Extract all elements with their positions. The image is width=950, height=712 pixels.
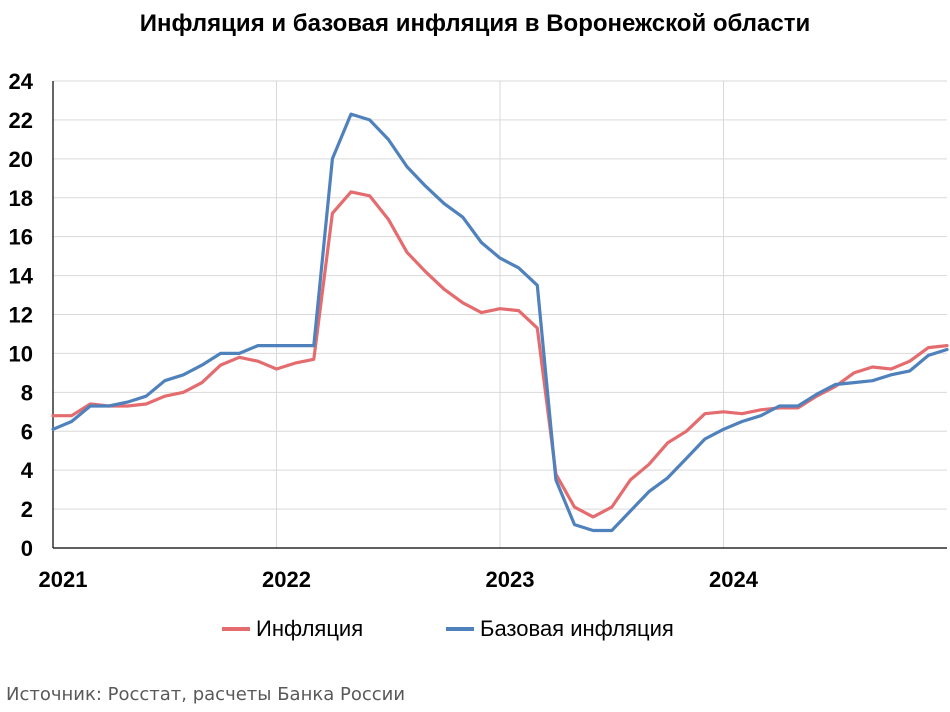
source-note: Источник: Росстат, расчеты Банка России [6,684,406,705]
x-tick-labels: 2021 2022 2023 2024 [39,567,759,592]
y-tick-label: 24 [9,69,34,94]
x-tick-label: 2023 [486,567,535,592]
y-tick-label: 8 [21,380,33,405]
y-tick-label: 20 [9,147,33,172]
y-tick-label: 6 [21,419,33,444]
legend-item-core-inflation: Базовая инфляция [446,616,674,642]
series-lines [51,112,949,533]
axes [52,81,947,549]
y-tick-label: 0 [21,536,33,561]
grid-lines [53,80,947,548]
x-tick-label: 2024 [709,567,759,592]
y-tick-label: 14 [9,264,34,289]
x-tick-label: 2021 [39,567,88,592]
y-tick-label: 2 [21,497,33,522]
x-tick-label: 2022 [262,567,311,592]
series-line-inflation [51,190,949,519]
legend-item-inflation: Инфляция [222,616,363,642]
series-line-core-inflation [51,112,949,533]
y-tick-label: 12 [9,303,33,328]
y-tick-label: 10 [9,341,33,366]
legend-swatch-core-inflation [446,627,474,631]
legend-label-core-inflation: Базовая инфляция [480,616,674,641]
chart-title: Инфляция и базовая инфляция в Воронежско… [139,10,811,37]
legend: Инфляция Базовая инфляция [0,616,950,646]
legend-label-inflation: Инфляция [256,616,364,641]
y-tick-label: 16 [9,225,33,250]
y-tick-label: 18 [9,186,33,211]
legend-swatch-inflation [222,627,250,631]
y-tick-label: 4 [21,458,34,483]
y-tick-label: 22 [9,108,33,133]
